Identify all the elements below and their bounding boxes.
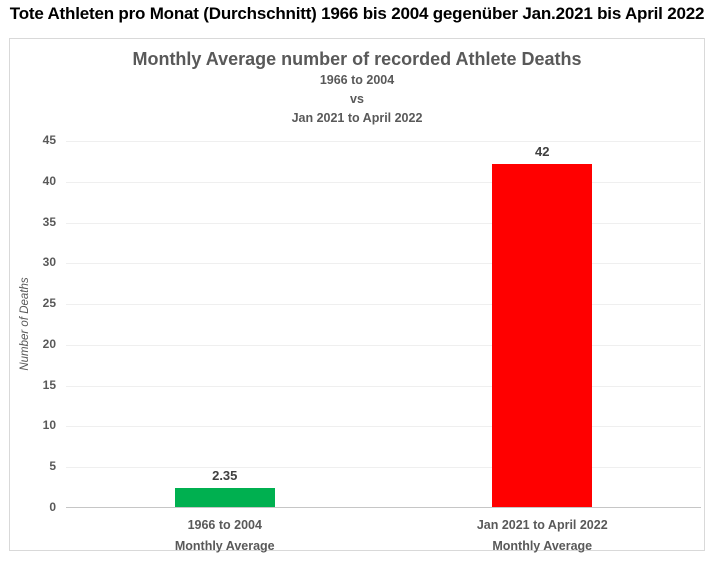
x-axis-category-labels: 1966 to 2004 Monthly Average Jan 2021 to A… (66, 515, 701, 557)
gridline (66, 344, 701, 346)
gridline (66, 141, 701, 142)
bar-red (492, 164, 593, 507)
y-tick-label: 45 (42, 133, 56, 147)
gridline (66, 385, 701, 387)
bar-value-label: 42 (535, 144, 550, 160)
category-label: 1966 to 2004 Monthly Average (66, 515, 384, 557)
chart-subtitle-line1: 1966 to 2004 (319, 73, 395, 87)
category-label-line: Monthly Average (492, 539, 593, 553)
chart-title: Monthly Average number of recorded Athle… (132, 49, 582, 69)
category-label-line: 1966 to 2004 (187, 518, 262, 532)
category-label-line: Jan 2021 to April 2022 (476, 518, 608, 532)
gridline (66, 181, 701, 183)
y-tick-label: 20 (42, 336, 56, 351)
plot-area: 2.35 42 (66, 141, 701, 508)
gridline (66, 263, 701, 265)
y-tick-label: 35 (42, 214, 56, 229)
y-tick-label: 25 (42, 296, 56, 311)
y-tick-label: 15 (42, 377, 56, 392)
x-axis-line (66, 507, 701, 508)
gridline (66, 222, 701, 224)
gridline (66, 467, 701, 469)
gridline (66, 426, 701, 428)
category-label: Jan 2021 to April 2022 Monthly Average (384, 515, 702, 557)
chart-subtitle-line3: Jan 2021 to April 2022 (291, 111, 423, 125)
page-title: Tote Athleten pro Monat (Durchschnitt) 1… (9, 4, 705, 23)
y-tick-label: 10 (42, 418, 56, 433)
chart-subtitle-line2: vs (350, 92, 364, 106)
y-tick-label: 30 (42, 255, 56, 270)
chart-frame: Monthly Average number of recorded Athle… (9, 38, 705, 553)
bar-green (174, 487, 275, 507)
y-tick-label: 5 (49, 459, 56, 474)
bar-value-label: 2.35 (212, 467, 238, 483)
gridline (66, 304, 701, 306)
y-tick-label: 0 (49, 500, 56, 514)
y-tick-label: 40 (42, 173, 56, 188)
category-label-line: Monthly Average (174, 539, 275, 553)
chart-title-block: Monthly Average number of recorded Athle… (10, 47, 704, 128)
y-axis-title: Number of Deaths (19, 277, 31, 371)
